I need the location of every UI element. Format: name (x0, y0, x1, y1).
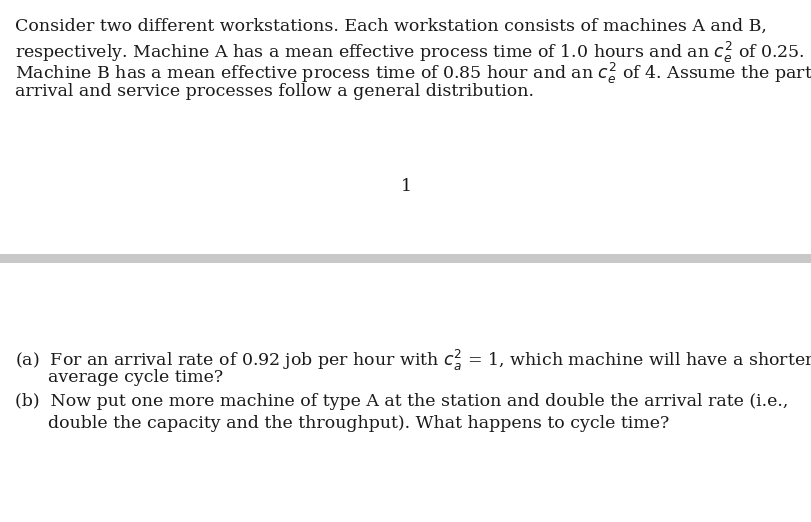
Text: 1: 1 (400, 178, 411, 195)
Text: arrival and service processes follow a general distribution.: arrival and service processes follow a g… (15, 82, 534, 100)
Text: average cycle time?: average cycle time? (15, 370, 223, 386)
Text: (b)  Now put one more machine of type A at the station and double the arrival ra: (b) Now put one more machine of type A a… (15, 393, 787, 410)
Bar (0, 254, 811, 263)
Text: double the capacity and the throughput). What happens to cycle time?: double the capacity and the throughput).… (15, 414, 668, 432)
Text: (a)  For an arrival rate of 0.92 job per hour with $c_a^2$ = 1, which machine wi: (a) For an arrival rate of 0.92 job per … (15, 348, 811, 373)
Text: respectively. Machine A has a mean effective process time of 1.0 hours and an $c: respectively. Machine A has a mean effec… (15, 40, 804, 65)
Text: Consider two different workstations. Each workstation consists of machines A and: Consider two different workstations. Eac… (15, 18, 766, 35)
Text: Machine B has a mean effective process time of 0.85 hour and an $c_e^2$ of 4. As: Machine B has a mean effective process t… (15, 61, 811, 86)
